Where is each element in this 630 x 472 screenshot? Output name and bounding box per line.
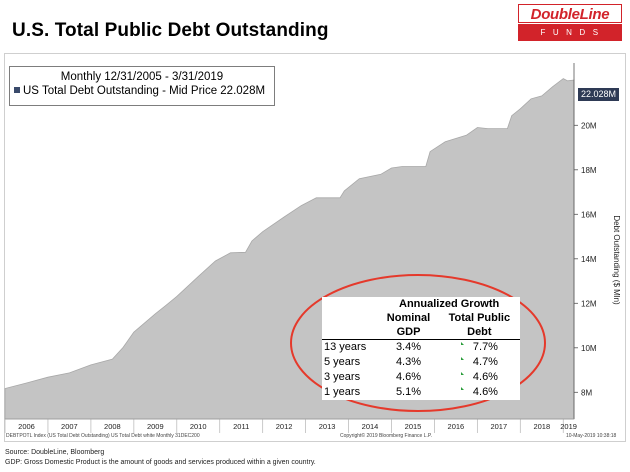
x-tick-label: 2012 [276,422,293,431]
cell-flag-icon [460,387,464,390]
x-tick-label: 2015 [405,422,422,431]
col-gdp-header-2: GDP [378,325,439,340]
page-title: U.S. Total Public Debt Outstanding [12,20,329,41]
col-debt-header-2: Debt [438,325,520,340]
y-tick-label: 8M [581,388,592,397]
row-label: 3 years [324,371,361,383]
x-tick-label: 2011 [233,422,249,431]
x-tick-label: 2008 [104,422,121,431]
gdp-value: 3.4% [395,341,422,353]
y-tick-label: 12M [581,299,597,308]
legend-series: US Total Debt Outstanding - Mid Price 22… [10,85,274,97]
debt-value: 4.7% [439,355,520,370]
y-tick-label: 18M [581,166,597,175]
gdp-value: 4.3% [395,356,422,368]
y-tick-label: 10M [581,344,597,353]
debt-value: 4.6% [439,385,520,400]
table-row: 1 years 5.1% 4.6% [322,385,520,400]
x-axis-ticks: 2006 2007 2008 2009 2010 2011 2012 2013 2014 2015… [4,419,577,433]
x-tick-label: 2009 [147,422,164,431]
logo-wordmark: DoubleLine [518,4,622,23]
y-tick-label: 20M [581,121,597,130]
last-value-badge: 22.028M [578,88,620,101]
y-axis-ticks: 8M 10M 12M 14M 16M 18M 20M [574,121,597,397]
y-tick-label: 14M [581,255,597,264]
legend-period: Monthly 12/31/2005 - 3/31/2019 [60,71,224,83]
gdp-value: 4.6% [395,371,422,383]
annualized-growth-table: Annualized Growth Nominal Total Public G… [322,297,520,400]
table-row: 3 years 4.6% 4.6% [322,370,520,385]
col-debt-header-1: Total Public [448,312,511,324]
x-tick-label: 2019 [560,422,577,431]
row-label: 13 years [324,341,367,353]
source-note: Source: DoubleLine, Bloomberg [5,449,105,456]
table-row: 13 years 3.4% 7.7% [322,340,520,356]
x-tick-label: 2006 [18,422,35,431]
copyright-note: Copyright© 2019 Bloomberg Finance L.P. [340,433,432,439]
row-label: 5 years [324,356,361,368]
y-axis-label: Debt Outstanding ($ Mln) [612,215,621,305]
legend-swatch-icon [14,87,20,93]
cell-flag-icon [460,357,464,360]
cell-flag-icon [460,342,464,345]
logo-subtitle: FUNDS [518,24,622,41]
x-tick-label: 2010 [190,422,207,431]
legend-series-label: US Total Debt Outstanding - Mid Price 22… [23,85,266,97]
gdp-value: 5.1% [395,386,422,398]
row-label: 1 years [324,386,361,398]
x-tick-label: 2007 [61,422,78,431]
y-tick-label: 16M [581,210,597,219]
x-tick-label: 2014 [362,422,379,431]
col-gdp-header-1: Nominal [386,312,431,324]
gdp-definition-note: GDP: Gross Domestic Product is the amoun… [5,459,316,466]
debt-value: 4.6% [439,370,520,385]
x-tick-label: 2018 [533,422,550,431]
debt-value: 7.7% [439,340,520,356]
x-tick-label: 2016 [448,422,465,431]
table-row: 5 years 4.3% 4.7% [322,355,520,370]
x-tick-label: 2013 [319,422,336,431]
highlight-ellipse [290,274,546,412]
chart-frame [4,53,626,442]
timestamp-note: 10-May-2019 10:38:18 [566,433,617,439]
growth-table-title: Annualized Growth [399,298,500,310]
bloomberg-ticker-note: DEBTPOTL Index (US Total Debt Outstandin… [6,433,200,439]
chart-legend: Monthly 12/31/2005 - 3/31/2019 US Total … [9,66,275,106]
x-tick-label: 2017 [490,422,507,431]
cell-flag-icon [460,372,464,375]
doubleline-logo: DoubleLine FUNDS [518,4,622,42]
